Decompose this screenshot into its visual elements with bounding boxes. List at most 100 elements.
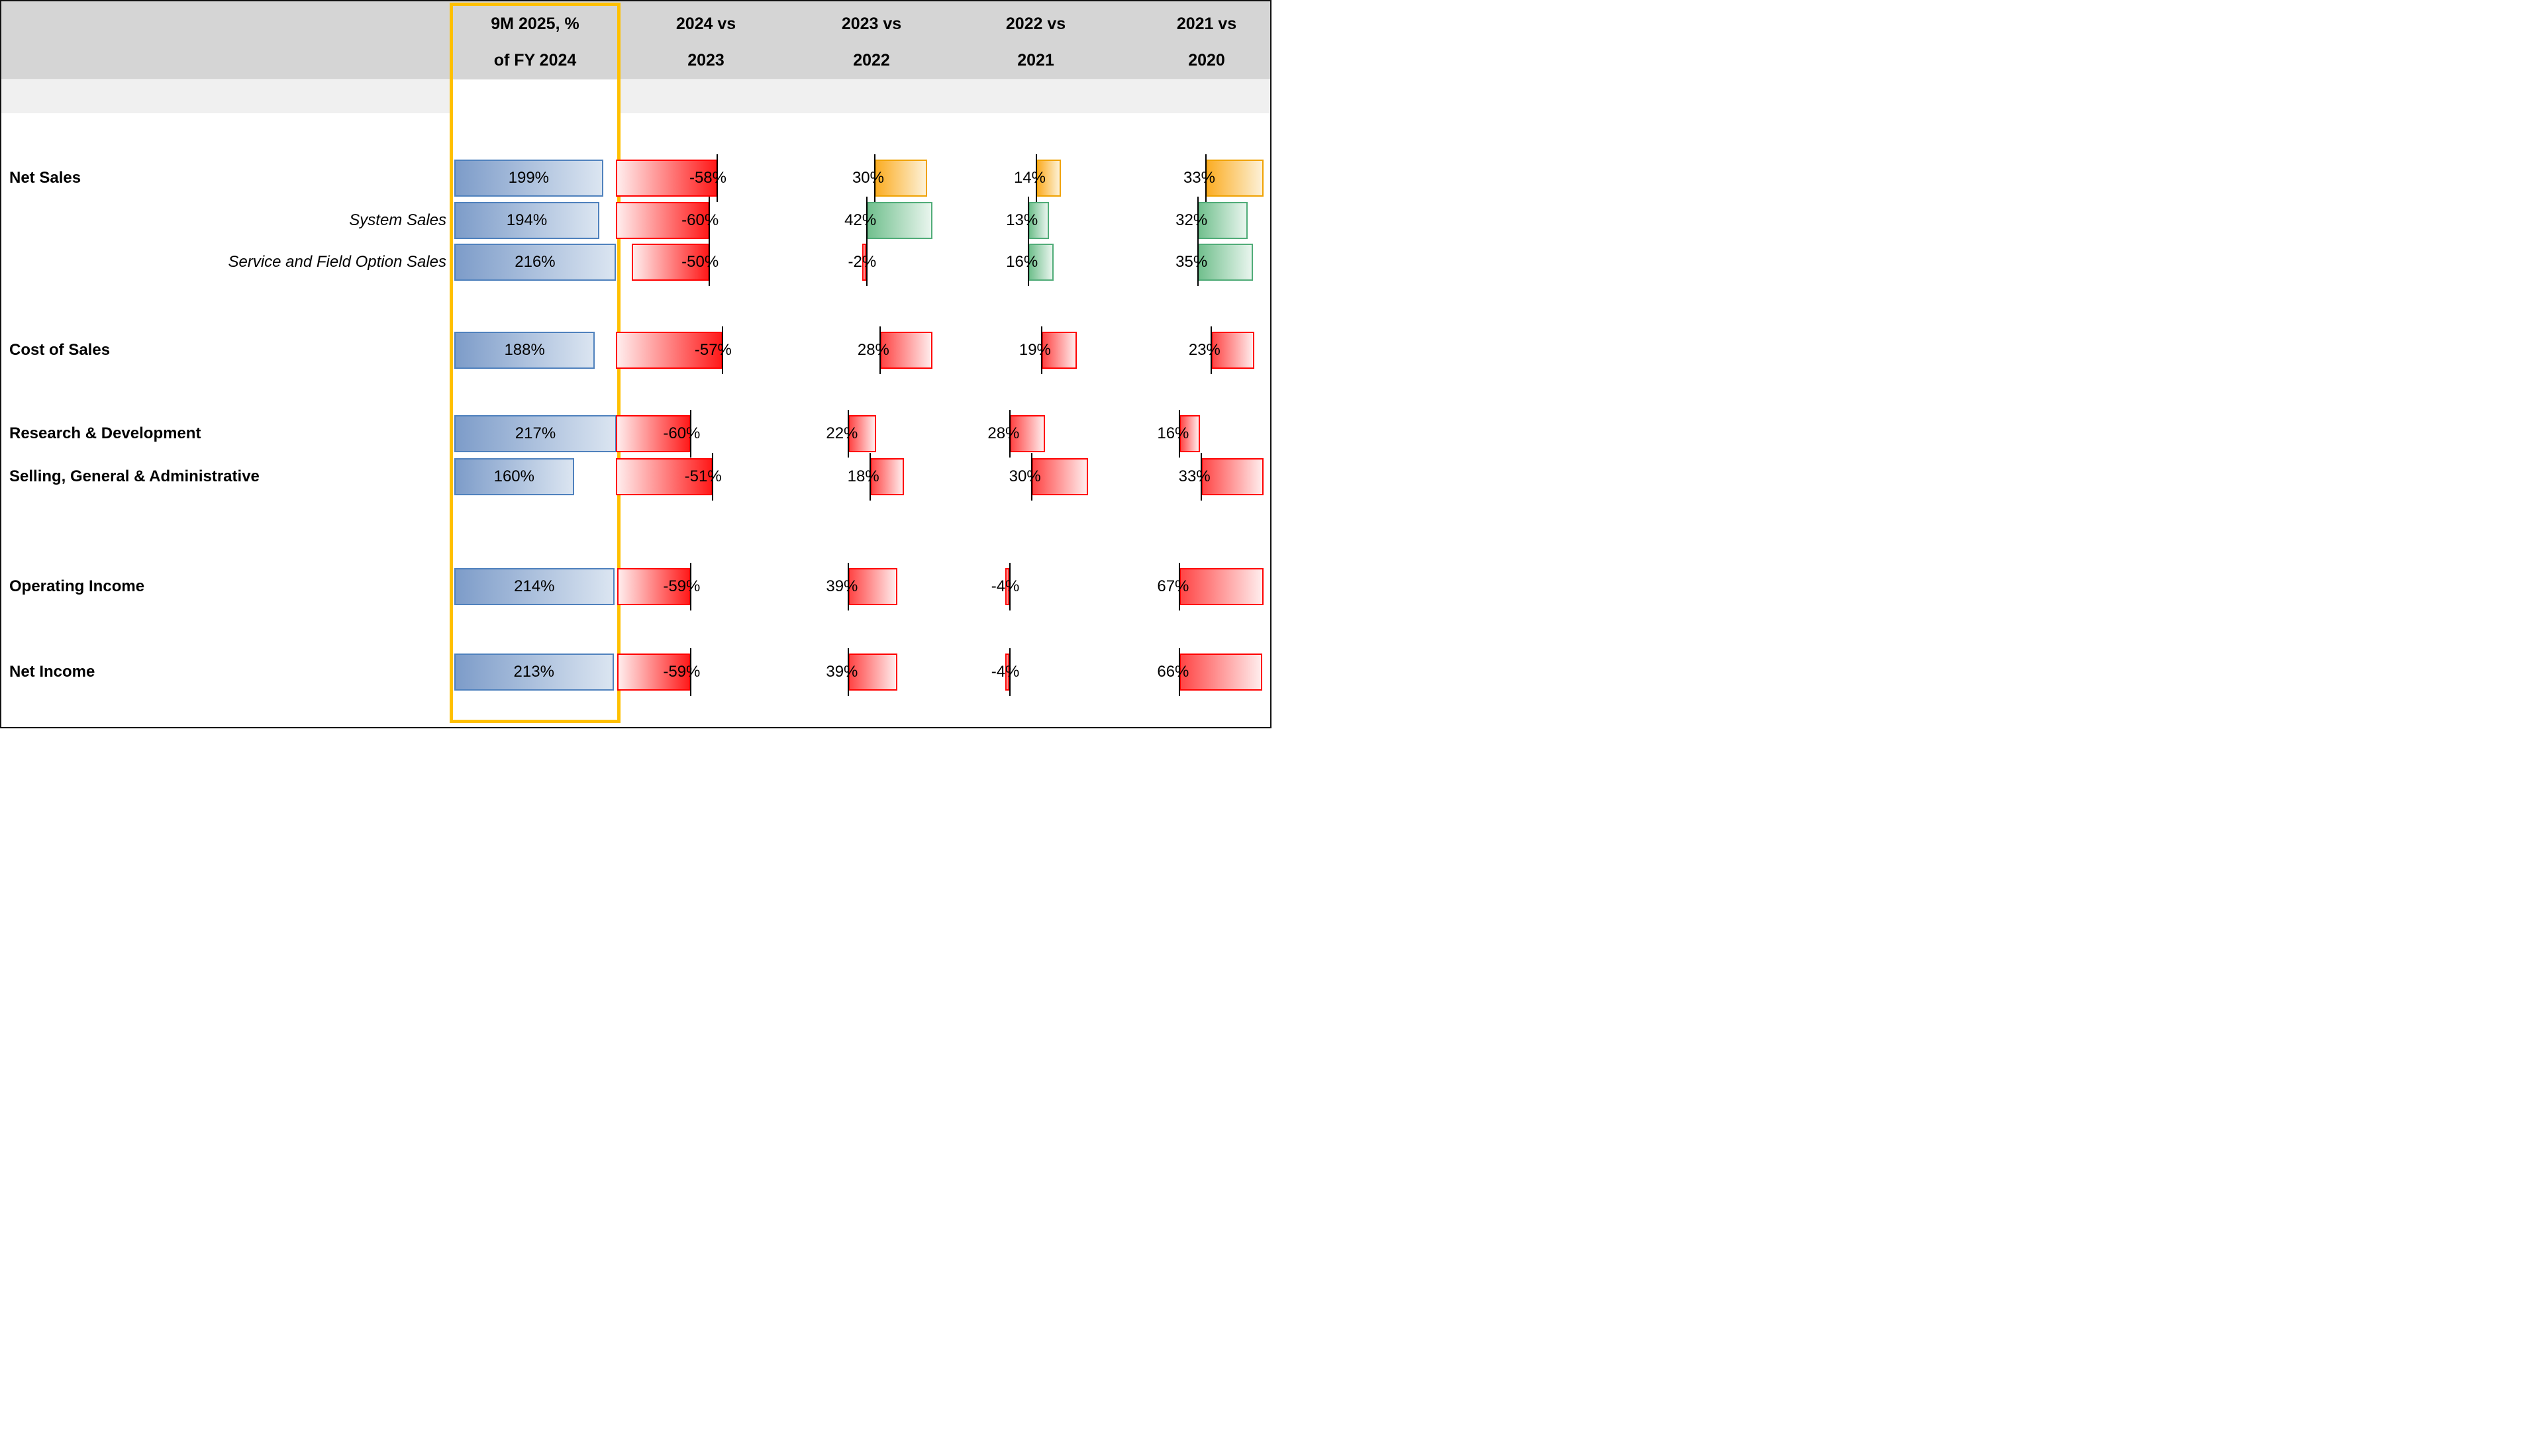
column-header-2022v2021: 2022 vs 2021 (956, 1, 1115, 79)
databar (870, 458, 905, 495)
databar (631, 244, 710, 281)
databar (1179, 654, 1263, 691)
databar (848, 654, 898, 691)
bar-value-label: 216% (515, 253, 556, 271)
zero-axis-line (721, 326, 723, 374)
column-header-line1: 2024 vs (675, 15, 736, 33)
column-header-line1: 2021 vs (1176, 15, 1237, 33)
bar-value-label: 33% (1178, 467, 1211, 485)
bar-value-label: -58% (689, 169, 726, 187)
bar-value-label: 35% (1175, 253, 1208, 271)
databar-blue (454, 458, 574, 495)
databar-blue (454, 568, 615, 605)
databar-blue (454, 332, 595, 369)
zero-axis-line (866, 197, 868, 244)
databar (1031, 458, 1089, 495)
bar-value-label: 18% (847, 467, 879, 485)
column-header-line1: 9M 2025, % (491, 15, 579, 33)
column-header-line1: 2023 vs (841, 15, 902, 33)
databar (879, 332, 932, 369)
bar-value-label: 16% (1157, 424, 1189, 442)
column-header-2024v2023: 2024 vs 2023 (626, 1, 785, 79)
bar-value-label: 28% (857, 341, 889, 359)
bar-value-label: 214% (514, 577, 555, 595)
bar-value-label: -59% (663, 663, 701, 681)
zero-axis-line (848, 563, 850, 610)
zero-axis-line (709, 238, 711, 286)
databar-blue (454, 202, 599, 239)
zero-axis-line (1028, 238, 1030, 286)
row-label: Selling, General & Administrative (9, 467, 260, 485)
bar-value-label: 199% (508, 169, 550, 187)
bar-value-label: -59% (663, 577, 701, 595)
databar (616, 202, 710, 239)
column-header-line2: of FY 2024 (493, 51, 577, 70)
zero-axis-line (1179, 648, 1181, 696)
bar-value-label: 39% (826, 663, 858, 681)
zero-axis-line (1210, 326, 1212, 374)
databar-blue (454, 415, 617, 452)
bar-value-label: -60% (663, 424, 701, 442)
bar-value-label: -57% (694, 341, 732, 359)
zero-axis-line (1009, 648, 1011, 696)
databar (616, 332, 723, 369)
databar (1010, 415, 1046, 452)
column-header-line1: 2022 vs (1005, 15, 1066, 33)
bar-value-label: 213% (513, 663, 554, 681)
bar-value-label: -2% (848, 253, 877, 271)
column-header-line2: 2023 (687, 51, 724, 70)
zero-axis-line (1179, 563, 1181, 610)
bar-value-label: 217% (515, 424, 556, 442)
zero-axis-line (1036, 154, 1037, 202)
bar-value-label: 39% (826, 577, 858, 595)
databar (617, 654, 691, 691)
zero-axis-line (1205, 154, 1207, 202)
databar (1179, 415, 1200, 452)
zero-axis-line (866, 238, 868, 286)
bar-value-label: 30% (852, 169, 884, 187)
databar (1028, 244, 1054, 281)
bar-value-label: -50% (681, 253, 719, 271)
bar-value-label: 66% (1157, 663, 1189, 681)
databar (1179, 568, 1264, 605)
zero-axis-line (869, 453, 871, 501)
zero-axis-line (848, 410, 850, 458)
bar-value-label: 67% (1157, 577, 1189, 595)
subheader-band (1, 80, 1270, 113)
zero-axis-line (1200, 453, 1202, 501)
zero-axis-line (1030, 453, 1032, 501)
bar-value-label: 30% (1009, 467, 1041, 485)
zero-axis-line (1197, 238, 1199, 286)
zero-axis-line (690, 648, 692, 696)
databar-blue (454, 160, 603, 197)
zero-axis-line (711, 453, 713, 501)
zero-axis-line (717, 154, 718, 202)
databar (1198, 202, 1248, 239)
bar-value-label: 194% (506, 211, 548, 229)
bar-value-label: 33% (1183, 169, 1215, 187)
row-label: Net Sales (9, 169, 81, 187)
databar-blue (454, 654, 614, 691)
row-label: Service and Field Option Sales (228, 253, 446, 271)
header-band (1, 1, 1270, 79)
bar-value-label: 188% (504, 341, 545, 359)
row-label: Operating Income (9, 577, 145, 595)
bar-value-label: 23% (1188, 341, 1221, 359)
column-header-2023v2022: 2023 vs 2022 (792, 1, 951, 79)
databar (867, 202, 932, 239)
databar (616, 160, 717, 197)
bar-value-label: 42% (844, 211, 877, 229)
zero-axis-line (690, 410, 692, 458)
databar (616, 415, 691, 452)
row-label: System Sales (349, 211, 446, 229)
column-header-line2: 2022 (853, 51, 890, 70)
databar (1201, 458, 1264, 495)
bar-value-label: 32% (1175, 211, 1208, 229)
zero-axis-line (1040, 326, 1042, 374)
bar-value-label: 28% (987, 424, 1020, 442)
databar (1206, 160, 1264, 197)
column-header-2021v2020: 2021 vs 2020 (1127, 1, 1270, 79)
row-label: Cost of Sales (9, 341, 111, 359)
databar-blue (454, 244, 616, 281)
databar (1198, 244, 1253, 281)
